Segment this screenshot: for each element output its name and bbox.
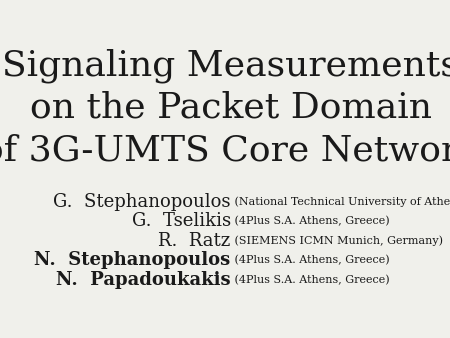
Text: Signaling Measurements
on the Packet Domain
of 3G-UMTS Core Network: Signaling Measurements on the Packet Dom…: [0, 48, 450, 167]
Text: G.  Stephanopoulos: G. Stephanopoulos: [53, 193, 230, 211]
Text: (SIEMENS ICMN Munich, Germany): (SIEMENS ICMN Munich, Germany): [230, 236, 443, 246]
Text: (National Technical University of Athens, Greece): (National Technical University of Athens…: [230, 197, 450, 207]
Text: (4Plus S.A. Athens, Greece): (4Plus S.A. Athens, Greece): [230, 255, 389, 266]
Text: N.  Stephanopoulos: N. Stephanopoulos: [34, 251, 230, 269]
Text: (4Plus S.A. Athens, Greece): (4Plus S.A. Athens, Greece): [230, 216, 389, 226]
Text: R.  Ratz: R. Ratz: [158, 232, 230, 250]
Text: (4Plus S.A. Athens, Greece): (4Plus S.A. Athens, Greece): [230, 275, 389, 285]
Text: G.  Tselikis: G. Tselikis: [131, 213, 230, 231]
Text: N.  Papadoukakis: N. Papadoukakis: [56, 271, 230, 289]
